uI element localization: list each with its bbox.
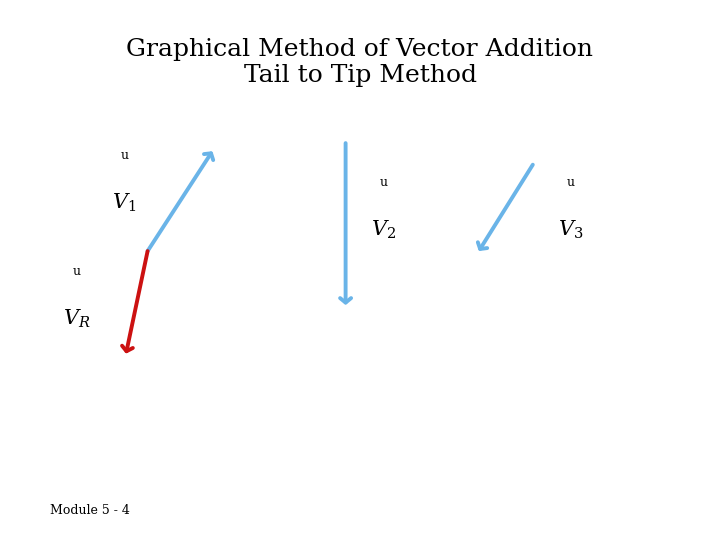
Text: $\it{V}_{R}$: $\it{V}_{R}$ <box>63 308 91 330</box>
Text: Module 5 - 4: Module 5 - 4 <box>50 504 130 517</box>
Text: $\it{V}_{3}$: $\it{V}_{3}$ <box>558 219 583 241</box>
Text: Graphical Method of Vector Addition
Tail to Tip Method: Graphical Method of Vector Addition Tail… <box>127 38 593 87</box>
Text: u: u <box>72 265 81 278</box>
Text: u: u <box>120 149 129 162</box>
Text: u: u <box>567 176 575 189</box>
Text: u: u <box>379 176 388 189</box>
Text: $\it{V}_{1}$: $\it{V}_{1}$ <box>112 192 136 214</box>
Text: $\it{V}_{2}$: $\it{V}_{2}$ <box>371 219 396 241</box>
